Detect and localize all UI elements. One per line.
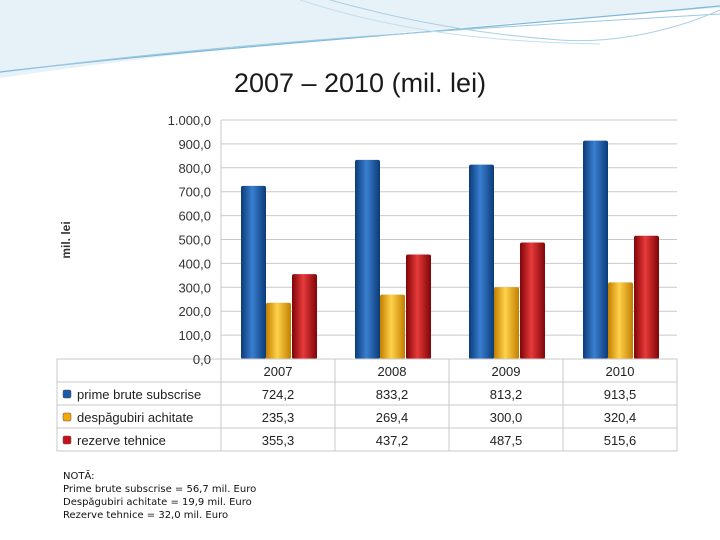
- note-line-reserves: Rezerve tehnice = 32,0 mil. Euro: [63, 510, 229, 521]
- y-tick-label: 400,0: [178, 256, 211, 271]
- y-tick-label: 1.000,0: [168, 113, 211, 128]
- bar-rezerve-tehnice: [634, 235, 659, 359]
- y-tick-label: 800,0: [178, 161, 211, 176]
- legend-label: rezerve tehnice: [77, 433, 166, 448]
- y-tick-label: 600,0: [178, 209, 211, 224]
- y-tick-label: 0,0: [193, 352, 211, 367]
- y-tick-label: 300,0: [178, 280, 211, 295]
- data-label: 724,2: [262, 387, 295, 402]
- bar-rezerve-tehnice: [292, 274, 317, 359]
- bar-prime-brute-subscrise: [469, 164, 494, 359]
- y-tick-label: 700,0: [178, 185, 211, 200]
- header-swoosh-line: [329, 0, 720, 42]
- bar-prime-brute-subscrise: [241, 185, 266, 359]
- note-heading: NOTĂ:: [63, 471, 95, 482]
- bar-despăgubiri-achitate: [494, 287, 519, 359]
- bar-despăgubiri-achitate: [608, 282, 633, 359]
- y-tick-label: 500,0: [178, 233, 211, 248]
- bar-rezerve-tehnice: [406, 254, 431, 359]
- data-label: 813,2: [490, 387, 523, 402]
- bar-despăgubiri-achitate: [266, 302, 291, 359]
- bar-rezerve-tehnice: [520, 242, 545, 359]
- header-swoosh-line: [299, 0, 601, 45]
- data-label: 437,2: [376, 433, 409, 448]
- data-label: 269,4: [376, 410, 409, 425]
- y-tick-label: 100,0: [178, 328, 211, 343]
- y-tick-label: 900,0: [178, 137, 211, 152]
- legend-swatch: [62, 389, 72, 399]
- legend-swatch: [62, 435, 72, 445]
- note-box: NOTĂ: Prime brute subscrise = 56,7 mil. …: [63, 470, 256, 522]
- data-label: 515,6: [604, 433, 637, 448]
- x-tick-label: 2010: [606, 364, 635, 379]
- bar-prime-brute-subscrise: [583, 140, 608, 359]
- x-tick-label: 2008: [378, 364, 407, 379]
- note-line-premiums: Prime brute subscrise = 56,7 mil. Euro: [63, 484, 257, 495]
- data-label: 235,3: [262, 410, 295, 425]
- data-label: 487,5: [490, 433, 523, 448]
- data-label: 355,3: [262, 433, 295, 448]
- x-tick-label: 2009: [492, 364, 521, 379]
- y-tick-label: 200,0: [178, 304, 211, 319]
- page-title: 2007 – 2010 (mil. lei): [233, 68, 487, 98]
- note-line-claims: Despăgubiri achitate = 19,9 mil. Euro: [63, 497, 252, 508]
- header-swoosh: [0, 0, 720, 78]
- data-label: 320,4: [604, 410, 637, 425]
- x-tick-label: 2007: [264, 364, 293, 379]
- legend-label: despăgubiri achitate: [77, 410, 193, 425]
- data-label: 300,0: [490, 410, 523, 425]
- bar-despăgubiri-achitate: [380, 294, 405, 359]
- legend-swatch: [62, 412, 72, 422]
- bar-prime-brute-subscrise: [355, 159, 380, 359]
- data-label: 913,5: [604, 387, 637, 402]
- legend-label: prime brute subscrise: [77, 387, 201, 402]
- data-label: 833,2: [376, 387, 409, 402]
- y-axis-title: mil. lei: [59, 221, 73, 258]
- header-swoosh-line: [19, 13, 720, 71]
